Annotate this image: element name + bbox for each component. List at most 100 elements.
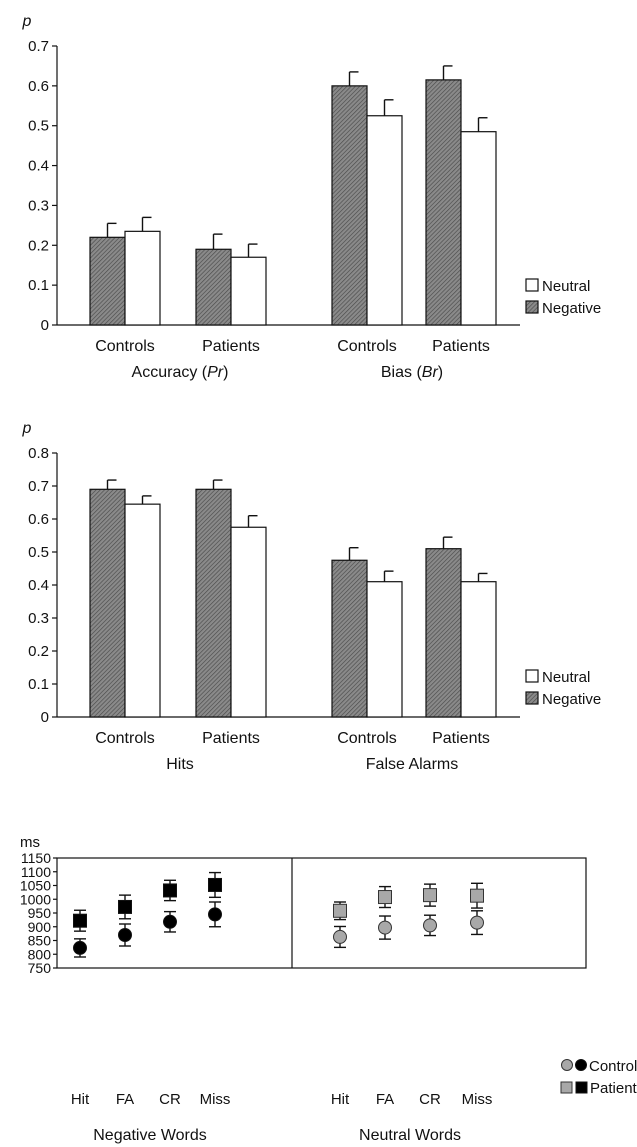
x-tick-label: Controls — [337, 338, 397, 355]
y-tick-label: 0 — [41, 709, 49, 726]
x-tick-label: CR — [159, 1091, 181, 1108]
y-tick-label: 0.2 — [28, 643, 49, 660]
y-tick-label: 0.7 — [28, 478, 49, 495]
point-patients-negative — [163, 883, 177, 898]
x-tick-label: CR — [419, 1091, 441, 1108]
y-tick-label: 900 — [28, 919, 52, 935]
point-controls-negative — [163, 914, 177, 929]
legend-label-patients: Patients — [590, 1080, 637, 1097]
x-tick-label: Miss — [462, 1091, 493, 1108]
y-tick-label: 0 — [41, 317, 49, 334]
y-tick-label: 0.7 — [28, 38, 49, 55]
legend-swatch-controls-negative — [575, 1059, 587, 1071]
y-tick-label: 0.5 — [28, 544, 49, 561]
y-tick-label: 0.6 — [28, 78, 49, 95]
y-axis-label: p — [22, 13, 32, 30]
bar-negative — [89, 488, 126, 718]
x-tick-label: Hit — [331, 1091, 350, 1108]
y-tick-label: 0.5 — [28, 118, 49, 135]
y-tick-label: 0.3 — [28, 197, 49, 214]
point-controls-neutral — [423, 918, 437, 933]
x-tick-label: FA — [376, 1091, 394, 1108]
group-label-negative-words: Negative Words — [93, 1127, 207, 1144]
point-controls-negative — [208, 907, 222, 922]
y-tick-label: 1000 — [20, 891, 51, 907]
point-controls-neutral — [378, 920, 392, 935]
bar-negative — [425, 79, 462, 326]
bar-neutral — [230, 256, 267, 326]
y-tick-label: 0.3 — [28, 610, 49, 627]
legend-swatch-patients-negative — [575, 1081, 588, 1094]
y-axis-label: ms — [20, 834, 40, 851]
legend-label-neutral: Neutral — [542, 278, 590, 295]
group-label: Bias (Br) — [381, 364, 443, 381]
group-label: Hits — [166, 756, 194, 773]
point-controls-neutral — [333, 929, 347, 944]
bar-negative — [89, 236, 126, 326]
x-tick-label: Hit — [71, 1091, 90, 1108]
x-tick-label: Patients — [432, 338, 490, 355]
y-tick-label: 0.1 — [28, 676, 49, 693]
legend-swatch-negative — [525, 300, 539, 314]
legend-label-controls: Controls — [589, 1058, 637, 1075]
bar-neutral — [230, 526, 267, 718]
y-tick-label: 850 — [28, 933, 52, 949]
legend-label-negative: Negative — [542, 300, 601, 317]
bar-negative — [195, 248, 232, 326]
y-tick-label: 0.4 — [28, 158, 49, 175]
group-label-italic: Pr — [207, 364, 224, 381]
group-label: False Alarms — [366, 756, 458, 773]
y-tick-label: 950 — [28, 905, 52, 921]
bar-neutral — [124, 230, 161, 326]
group-label: Accuracy (Pr) — [132, 364, 229, 381]
point-controls-negative — [73, 940, 87, 955]
point-controls-neutral — [470, 915, 484, 930]
bar-negative — [425, 548, 462, 718]
y-tick-label: 750 — [28, 960, 52, 976]
x-tick-label: Controls — [95, 338, 155, 355]
y-tick-label: 0.2 — [28, 237, 49, 254]
point-controls-negative — [118, 928, 132, 942]
point-patients-neutral — [470, 888, 484, 903]
x-tick-label: Controls — [337, 730, 397, 747]
y-tick-label: 800 — [28, 946, 52, 962]
bar-neutral — [366, 581, 403, 718]
legend-swatch-patients-neutral — [560, 1081, 573, 1094]
y-tick-label: 1150 — [21, 850, 51, 866]
bar-neutral — [460, 581, 497, 718]
x-tick-label: Patients — [432, 730, 490, 747]
bar-negative — [195, 488, 232, 718]
bar-negative — [331, 85, 368, 326]
group-label-neutral-words: Neutral Words — [359, 1127, 461, 1144]
legend-swatch-controls-neutral — [561, 1059, 573, 1071]
y-tick-label: 1050 — [20, 878, 51, 894]
point-patients-neutral — [333, 903, 347, 918]
x-tick-label: Patients — [202, 338, 260, 355]
y-tick-label: 0.8 — [28, 445, 49, 462]
x-tick-label: Controls — [95, 730, 155, 747]
y-tick-label: 0.1 — [28, 277, 49, 294]
bar-neutral — [366, 115, 403, 326]
point-patients-neutral — [378, 890, 392, 905]
legend-swatch-negative — [525, 691, 539, 705]
point-patients-negative — [208, 877, 222, 892]
bar-neutral — [460, 131, 497, 326]
group-label-italic: Br — [422, 364, 439, 381]
point-patients-negative — [73, 913, 87, 928]
plot-frame — [56, 857, 587, 969]
legend-label-negative: Negative — [542, 691, 601, 708]
point-patients-neutral — [423, 888, 437, 903]
bar-neutral — [124, 503, 161, 718]
y-axis-label: p — [22, 420, 32, 437]
bar-negative — [331, 559, 368, 718]
legend-swatch-neutral — [525, 278, 539, 292]
y-tick-label: 1100 — [21, 864, 51, 880]
point-patients-negative — [118, 899, 132, 914]
legend-label-neutral: Neutral — [542, 669, 590, 686]
x-tick-label: Patients — [202, 730, 260, 747]
x-tick-label: Miss — [200, 1091, 231, 1108]
y-tick-label: 0.4 — [28, 577, 49, 594]
x-tick-label: FA — [116, 1091, 134, 1108]
y-tick-label: 0.6 — [28, 511, 49, 528]
